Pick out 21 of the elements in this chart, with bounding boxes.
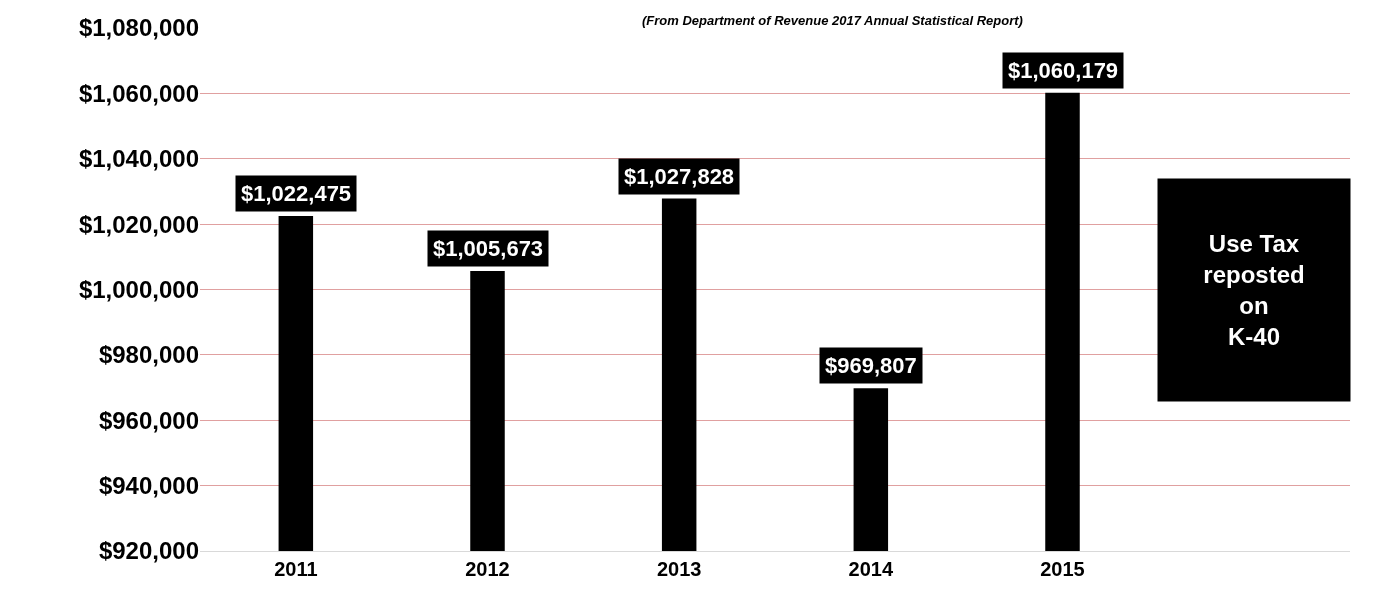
y-tick-label: $1,080,000: [78, 14, 199, 42]
data-label: $1,022,475: [241, 181, 352, 206]
y-tick-label: $940,000: [98, 472, 199, 500]
y-tick-label: $1,040,000: [78, 145, 199, 173]
data-label: $1,060,179: [1008, 58, 1119, 83]
data-label: $1,005,673: [433, 236, 544, 261]
data-label: $969,807: [825, 353, 917, 378]
x-tick-label: 2015: [1040, 558, 1085, 580]
y-tick-label: $1,000,000: [78, 275, 199, 303]
x-tick-label: 2014: [848, 558, 894, 580]
y-tick-label: $980,000: [98, 341, 199, 369]
x-tick-label: 2011: [274, 558, 318, 580]
y-tick-label: $1,020,000: [78, 210, 199, 238]
y-tick-label: $1,060,000: [78, 79, 199, 107]
y-tick-label: $920,000: [98, 537, 199, 565]
x-tick-label: 2012: [465, 558, 510, 580]
data-label: $1,027,828: [624, 164, 735, 189]
annotation: Use Tax reposted on K-40: [1203, 229, 1305, 351]
chart-subtitle: (From Department of Revenue 2017 Annual Statistical Report): [642, 13, 1023, 28]
x-tick-label: 2013: [656, 558, 702, 580]
y-tick-label: $960,000: [98, 406, 199, 434]
